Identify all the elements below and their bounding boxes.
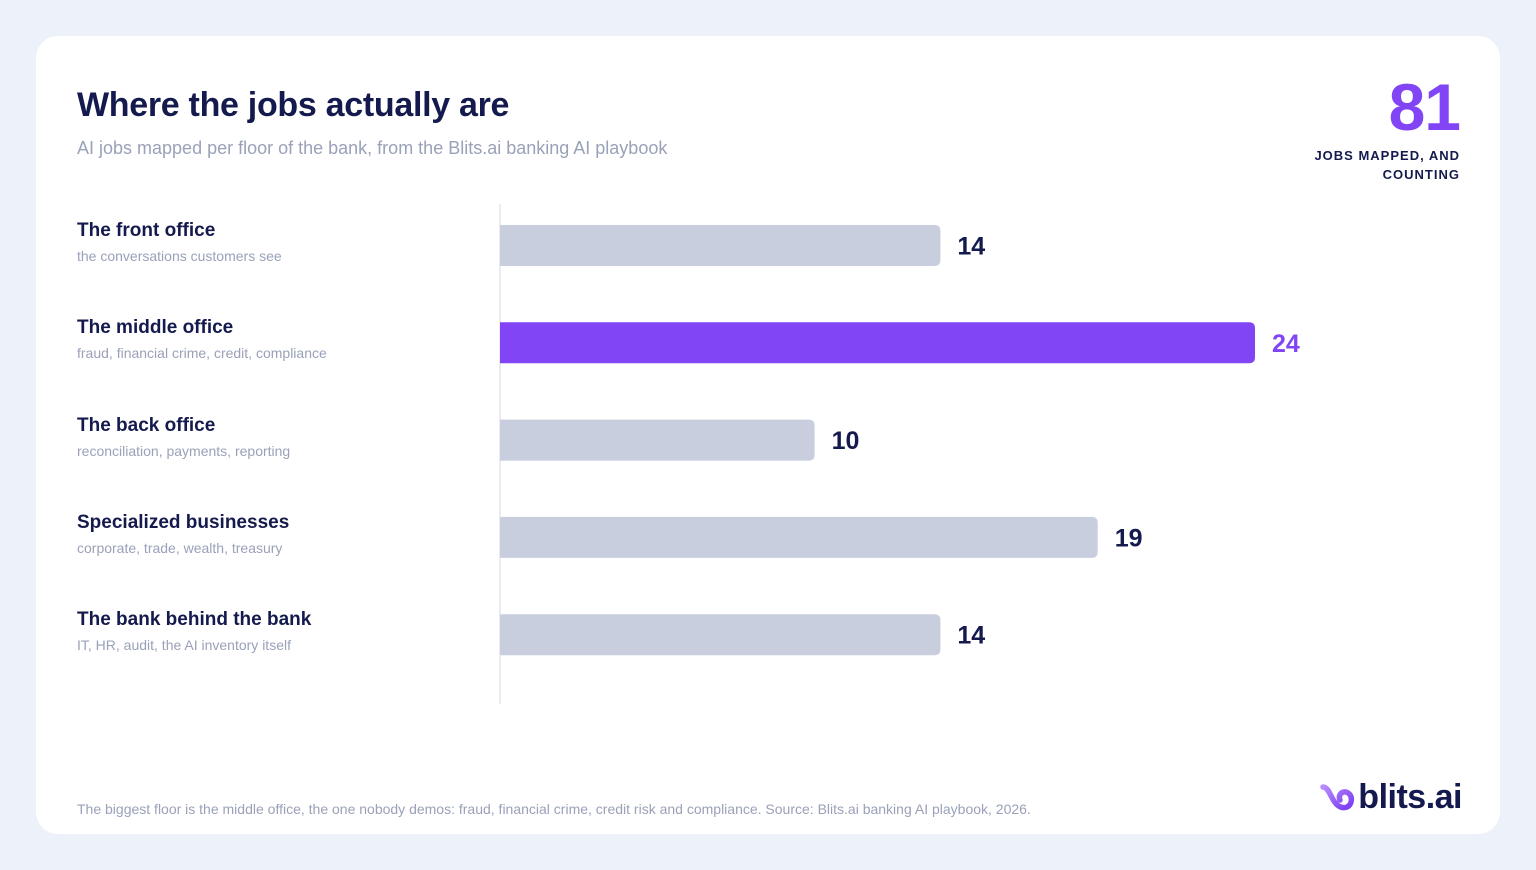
chart-card: Where the jobs actually are AI jobs mapp…: [36, 36, 1500, 834]
category-label: The middle office fraud, financial crime,…: [77, 317, 327, 361]
bar: [500, 516, 1098, 558]
category-label: The bank behind the bank IT, HR, audit, t…: [77, 609, 311, 653]
total-stat: 81 JOBS MAPPED, AND COUNTING: [1310, 70, 1461, 184]
category-name: Specialized businesses: [77, 511, 290, 533]
bar-value-label: 14: [957, 233, 985, 261]
bar-chart: 14 24 10 19 14: [499, 204, 1300, 704]
chart-title: Where the jobs actually are: [77, 86, 510, 124]
category-label: The front office the conversations custom…: [77, 220, 282, 264]
blits-logo-icon: [1320, 783, 1355, 810]
brand-logo: blits.ai: [1320, 778, 1462, 817]
bar: [500, 225, 941, 266]
category-name: The back office: [77, 414, 216, 436]
bar-value-label: 14: [957, 622, 985, 650]
category-name: The middle office: [77, 317, 234, 339]
category-description: corporate, trade, wealth, treasury: [77, 539, 283, 556]
chart-subtitle: AI jobs mapped per floor of the bank, fr…: [77, 138, 668, 158]
bar-value-label: 24: [1272, 330, 1300, 358]
bar: [500, 614, 941, 656]
category-label: The back office reconciliation, payments,…: [77, 415, 290, 459]
bar: [500, 322, 1255, 364]
category-description: IT, HR, audit, the AI inventory itself: [77, 637, 291, 654]
logo-text: blits.ai: [1358, 778, 1462, 816]
total-stat-caption: JOBS MAPPED, AND COUNTING: [1314, 148, 1460, 182]
bar: [500, 419, 815, 461]
total-stat-number: 81: [1388, 70, 1461, 144]
footnote: The biggest floor is the middle office, …: [77, 801, 1031, 817]
category-description: the conversations customers see: [77, 248, 282, 264]
category-description: reconciliation, payments, reporting: [77, 442, 291, 459]
category-name: The front office: [77, 220, 216, 241]
category-name: The bank behind the bank: [77, 609, 312, 631]
category-description: fraud, financial crime, credit, complian…: [77, 345, 327, 362]
category-label: Specialized businesses corporate, trade, …: [77, 512, 289, 556]
bar-value-label: 19: [1115, 524, 1143, 552]
bar-value-label: 10: [832, 427, 860, 455]
